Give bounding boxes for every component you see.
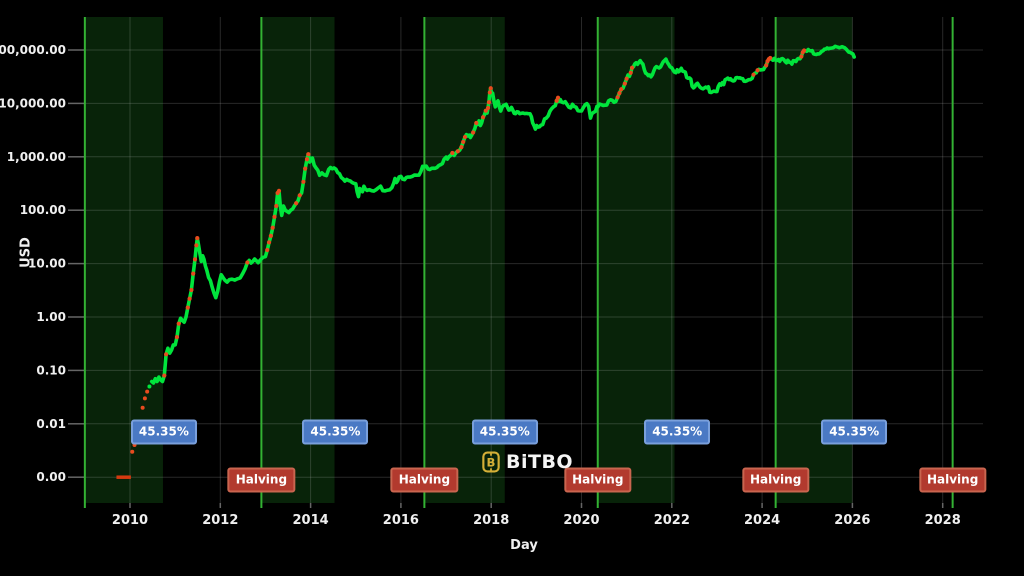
price-dot-red [455,149,460,154]
price-dot-red [304,157,310,162]
price-dot-red [555,95,561,100]
price-dot-red [480,115,486,120]
price-dot-red [306,152,311,157]
price-dot-red [189,287,194,293]
price-dot-red [130,449,135,454]
price-dot-red [485,105,491,111]
x-tick-label: 2018 [473,513,509,528]
y-tick-label: 1.00 [36,310,66,324]
x-tick-label: 2024 [744,513,780,528]
halving-badge: Halving [918,467,987,493]
price-dot-red [265,247,270,253]
price-dot-red [174,335,180,340]
price-dot-red [142,396,147,401]
price-dot-red [751,72,756,77]
price-dot-red [622,81,627,86]
x-tick-label: 2010 [112,513,148,528]
price-dot-red [164,352,169,357]
bitbo-logo[interactable]: B BiTBO [482,451,573,473]
price-dot-red [270,225,275,230]
price-dot-red [461,139,466,145]
bitbo-logo-text: BiTBO [506,451,574,473]
price-dot-red [303,166,308,171]
progress-badge: 45.35% [302,419,369,445]
halving-badge: Halving [741,467,810,493]
y-tick-label: 100,000.00 [0,43,66,57]
price-dot-red [192,257,198,262]
price-dot-red [768,55,773,61]
price-dot-red [266,240,272,245]
y-tick-label: 100.00 [20,203,66,217]
price-dot-red [487,90,492,95]
progress-badge: 45.35% [644,419,711,445]
price-dot-red [195,236,200,241]
x-tick-label: 2020 [563,513,599,528]
y-tick-label: 0.00 [36,470,66,484]
x-tick-label: 2012 [202,513,238,528]
y-tick-label: 1,000.00 [7,150,66,164]
x-tick-label: 2014 [293,513,329,528]
price-dot-red [140,405,145,410]
price-dot-red [459,144,464,150]
price-dot-red [301,179,306,184]
x-tick-label: 2022 [654,513,690,528]
y-axis-title: USD [18,237,34,268]
price-dot-red [624,76,629,81]
price-dot-red [486,100,492,105]
price-dot-red [185,305,190,310]
progress-badge: 45.35% [821,419,888,445]
svg-text:B: B [487,456,496,470]
price-dot-red [245,260,250,265]
price-dot-red [488,86,493,91]
progress-badge: 45.35% [130,419,197,445]
price-dot-red [176,321,181,326]
halving-badge: Halving [227,467,296,493]
x-tick-label: 2026 [834,513,870,528]
price-dot-red [801,48,807,53]
y-tick-label: 10,000.00 [0,96,66,110]
price-dot-red [799,54,804,59]
price-dot-red [162,373,167,378]
halving-badge: Halving [564,467,632,493]
price-dot-red [194,243,199,248]
x-tick-label: 2028 [925,513,961,528]
price-dot-red [471,130,476,135]
price-dot-red [297,193,302,198]
price-dot-red [755,68,760,73]
price-dot-red [191,271,196,276]
price-dot-red [628,70,633,75]
price-dot-red [276,188,282,193]
price-dot-red [617,90,622,96]
price-dot-red [474,120,479,126]
price-dot-red [619,87,624,92]
x-axis-title: Day [510,538,538,553]
price-dot-red [274,203,279,209]
y-tick-label: 0.01 [36,417,66,431]
progress-badge: 45.35% [471,419,538,445]
y-tick-label: 10.00 [28,257,66,271]
price-dot-red [268,233,273,239]
price-dot-red [629,65,635,70]
price-dot-red [615,95,620,100]
price-dot-red [462,134,468,140]
price-dot-red [145,389,150,394]
bitbo-icon: B [482,451,500,473]
price-dot-red [272,214,277,219]
halving-badge: Halving [390,467,459,493]
price-dot-red [764,63,769,68]
x-tick-label: 2016 [383,513,419,528]
y-tick-label: 0.10 [36,363,66,377]
price-dot-red [450,150,455,156]
price-dot [147,384,152,389]
price-dot-red [294,201,299,206]
price-dot-red [187,296,192,301]
